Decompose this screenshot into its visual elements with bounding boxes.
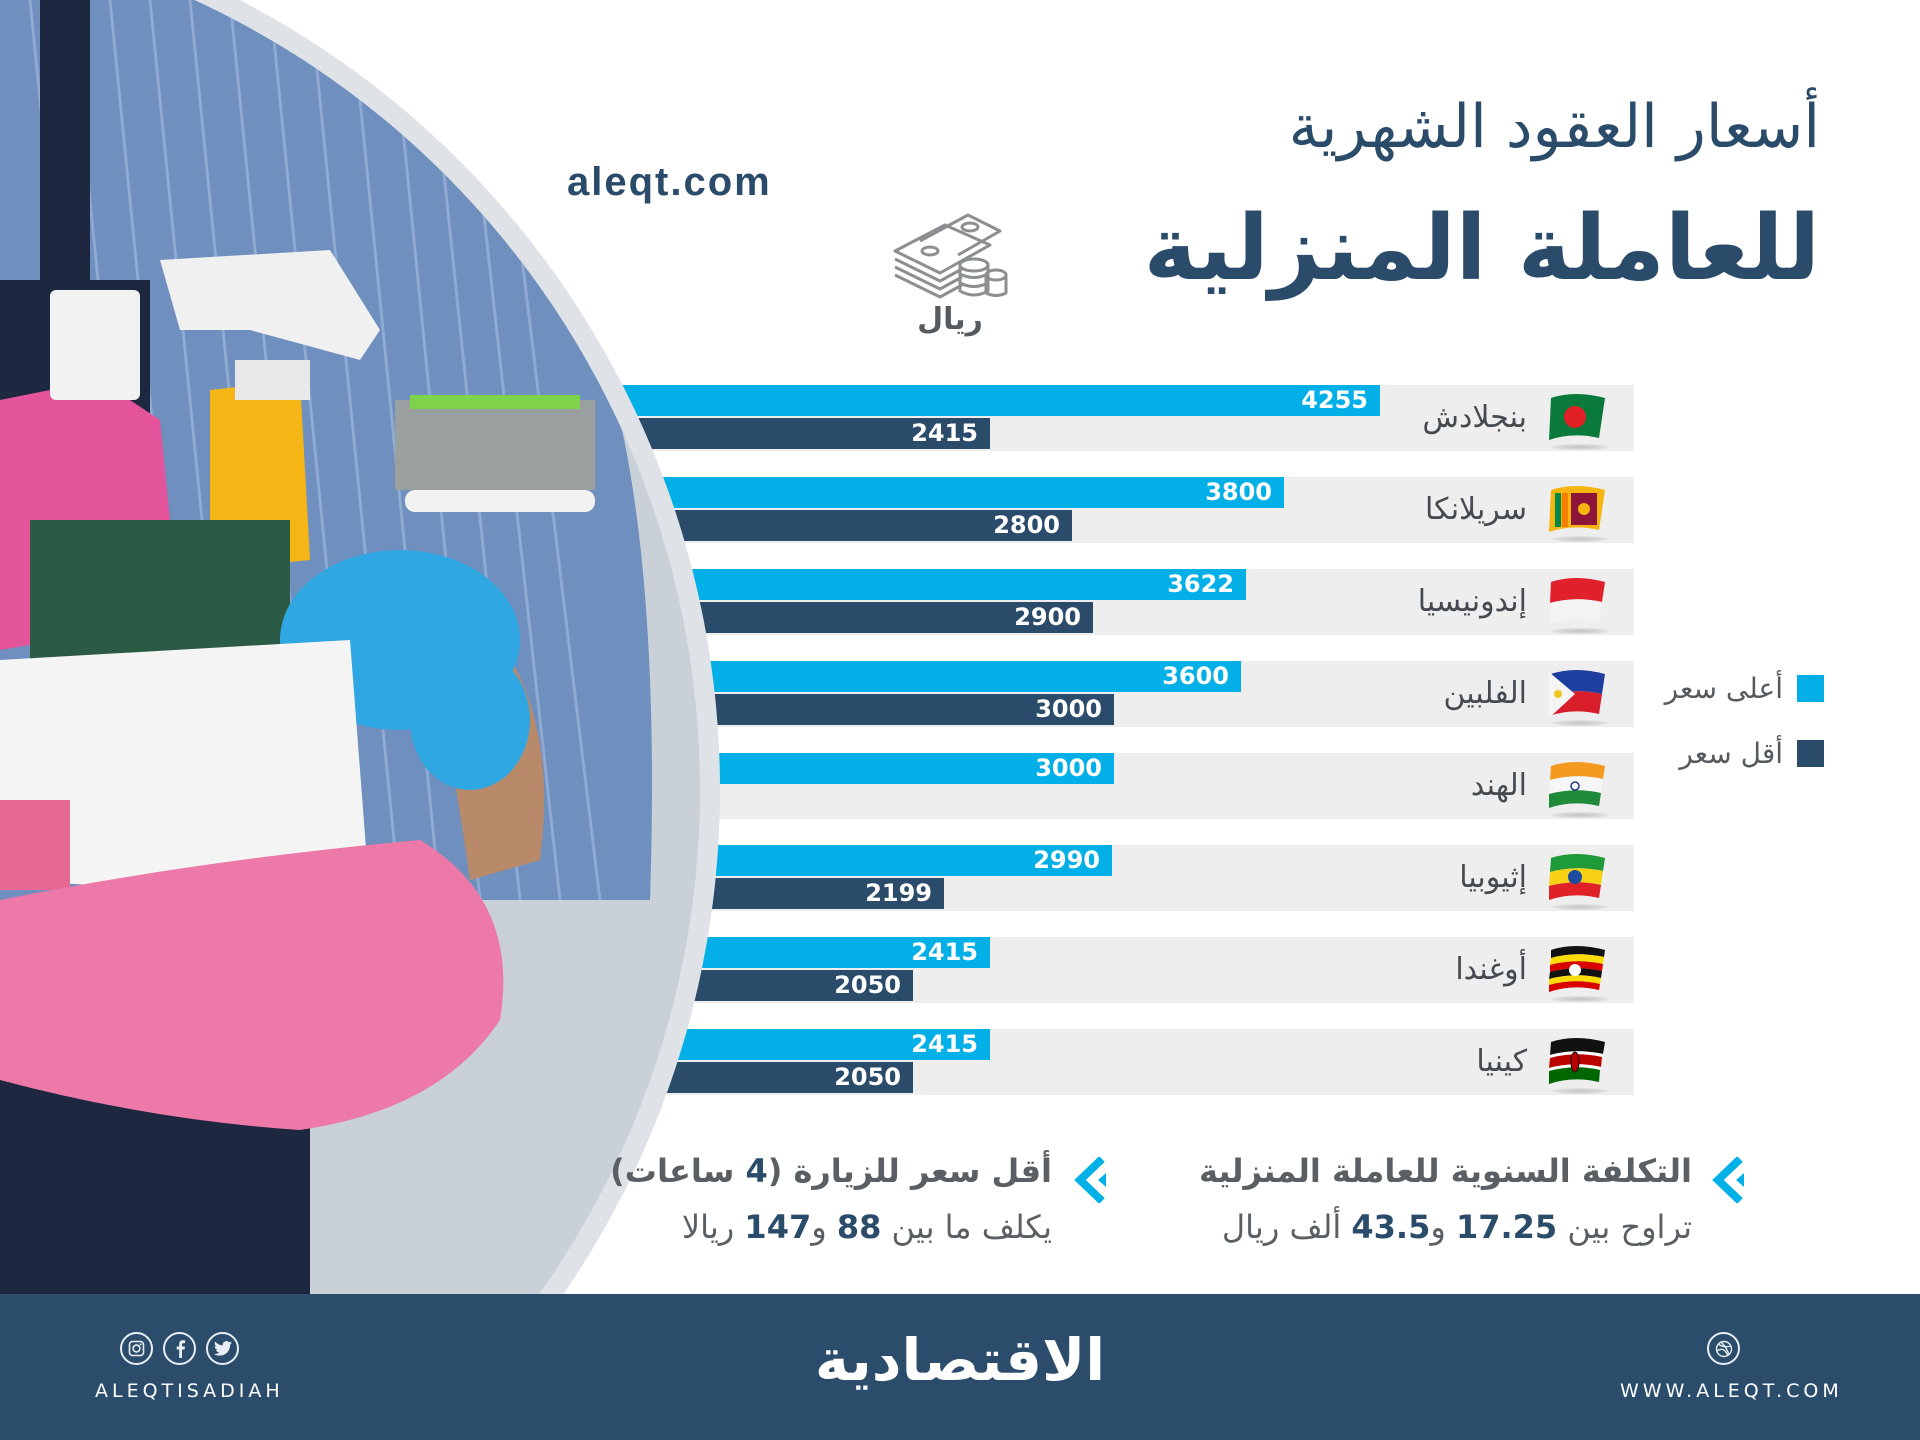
country-label: كينيا — [1476, 1044, 1527, 1079]
site-url: aleqt.com — [567, 160, 772, 204]
flag-shadow — [1552, 536, 1608, 542]
note-visit-price: أقل سعر للزيارة (4 ساعات) يكلف ما بين 88… — [610, 1152, 1052, 1246]
bangladesh-flag-icon — [1549, 394, 1605, 440]
bar-high-philippines: 3600 — [478, 661, 1241, 692]
bar-high-india: 3000 — [478, 753, 1114, 784]
kenya-flag-icon — [1549, 1038, 1605, 1084]
brand-logo: الاقتصادية — [814, 1326, 1106, 1394]
note-annual-body: تراوح بين 17.25 و43.5 ألف ريال — [1199, 1208, 1692, 1246]
bar-high-bangladesh: 4255 — [478, 385, 1380, 416]
unit-label: ريال — [917, 302, 983, 337]
bar-high-indonesia: 3622 — [478, 569, 1246, 600]
note-annual-heading: التكلفة السنوية للعاملة المنزلية — [1199, 1152, 1692, 1190]
legend-item-low: أقل سعر — [1679, 737, 1824, 770]
note-text: و — [1430, 1208, 1446, 1246]
note-text: تراوح بين — [1567, 1208, 1692, 1246]
note-value-min: 88 — [836, 1208, 882, 1246]
bar-high-ethiopia: 2990 — [478, 845, 1112, 876]
bar-low-kenya: 2050 — [478, 1062, 913, 1093]
legend-item-high: أعلى سعر — [1665, 672, 1824, 705]
note-visit-body: يكلف ما بين 88 و147 ريالا — [610, 1208, 1052, 1246]
bar-low-indonesia: 2900 — [478, 602, 1093, 633]
note-text: ساعات) — [610, 1152, 746, 1190]
note-text: و — [811, 1208, 827, 1246]
bar-low-bangladesh: 2415 — [478, 418, 990, 449]
flag-shadow — [1552, 812, 1608, 818]
country-label: الهند — [1470, 768, 1527, 803]
facebook-icon[interactable] — [163, 1332, 196, 1365]
dribbble-icon[interactable] — [1707, 1332, 1740, 1365]
bar-low-ethiopia: 2199 — [478, 878, 944, 909]
ethiopia-flag-icon — [1549, 854, 1605, 900]
uganda-flag-icon — [1549, 946, 1605, 992]
legend-label-high: أعلى سعر — [1664, 672, 1783, 705]
flag-shadow — [1552, 628, 1608, 634]
footer: ALEQTISADIAH الاقتصادية WWW.ALEQT.COM — [0, 1294, 1920, 1440]
legend-swatch-high — [1797, 675, 1824, 702]
photo-panel — [0, 0, 720, 1294]
note-annual-cost: التكلفة السنوية للعاملة المنزلية تراوح ب… — [1199, 1152, 1692, 1246]
bar-high-kenya: 2415 — [478, 1029, 990, 1060]
india-flag-icon — [1549, 762, 1605, 808]
bar-low-uganda: 2050 — [478, 970, 913, 1001]
note-text: يكلف ما بين — [891, 1208, 1052, 1246]
social-handle: ALEQTISADIAH — [95, 1380, 284, 1402]
indonesia-flag-icon — [1549, 578, 1605, 624]
bar-high-sri-lanka: 3800 — [478, 477, 1284, 508]
flag-shadow — [1552, 996, 1608, 1002]
legend-label-low: أقل سعر — [1679, 737, 1783, 770]
note-text: أقل سعر للزيارة ( — [767, 1152, 1052, 1190]
flag-shadow — [1552, 904, 1608, 910]
philippines-flag-icon — [1549, 670, 1605, 718]
country-label: بنجلادش — [1422, 400, 1527, 435]
country-label: سريلانكا — [1425, 492, 1527, 527]
country-label: إثيوبيا — [1459, 860, 1527, 895]
note-value-max: 147 — [744, 1208, 812, 1246]
note-value-max: 43.5 — [1351, 1208, 1431, 1246]
chevron-left-icon — [1074, 1157, 1106, 1203]
instagram-icon[interactable] — [120, 1332, 153, 1365]
money-stack-icon — [893, 213, 1008, 299]
footer-website[interactable]: WWW.ALEQT.COM — [1620, 1380, 1843, 1402]
page-title-line-1: أسعار العقود الشهرية — [1288, 92, 1820, 162]
twitter-icon[interactable] — [206, 1332, 239, 1365]
sri-lanka-flag-icon — [1549, 486, 1605, 532]
flag-shadow — [1552, 1088, 1608, 1094]
legend-swatch-low — [1797, 740, 1824, 767]
note-value-min: 17.25 — [1455, 1208, 1558, 1246]
note-visit-heading: أقل سعر للزيارة (4 ساعات) — [610, 1152, 1052, 1190]
bar-low-philippines: 3000 — [478, 694, 1114, 725]
flag-shadow — [1552, 444, 1608, 450]
note-text: ريالا — [681, 1208, 735, 1246]
country-label: الفلبين — [1443, 676, 1527, 711]
bar-low-sri-lanka: 2800 — [478, 510, 1072, 541]
chevron-left-icon — [1712, 1157, 1744, 1203]
page-title-line-2: للعاملة المنزلية — [1143, 196, 1820, 301]
country-label: أوغندا — [1455, 952, 1527, 987]
bar-high-uganda: 2415 — [478, 937, 990, 968]
flag-shadow — [1552, 720, 1608, 726]
country-label: إندونيسيا — [1417, 584, 1527, 619]
note-text: ألف ريال — [1221, 1208, 1342, 1246]
note-value-hours: 4 — [745, 1152, 768, 1190]
